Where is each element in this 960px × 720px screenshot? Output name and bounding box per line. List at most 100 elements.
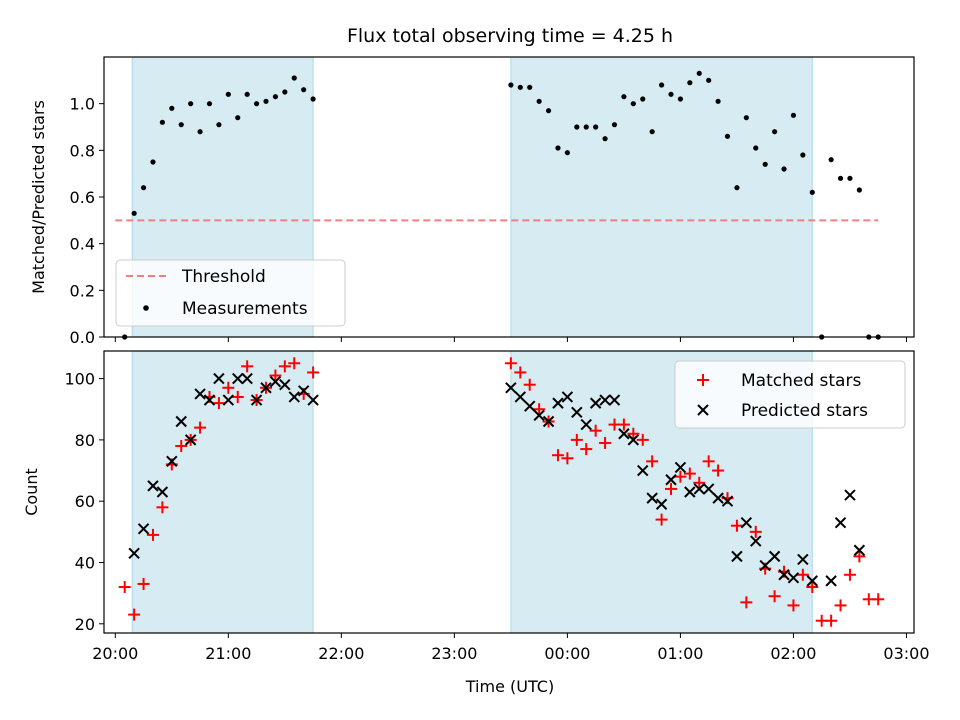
measurement-point [706,77,712,83]
x-tick-label: 22:00 [318,644,364,663]
matched-star-point [825,614,838,627]
measurements-legend-label: Measurements [182,299,308,319]
count-y-tick-label: 40 [75,554,95,573]
measurement-point [630,101,636,107]
predicted-star-point [505,382,517,394]
matched-star-point [222,381,235,394]
measurement-point [724,133,731,139]
measurement-point [159,119,165,125]
predicted-star-point [844,489,856,501]
measurement-point [545,108,552,114]
matched-legend-label: Matched stars [741,371,861,391]
matched-star-point [617,418,630,431]
predicted-star-point [580,418,592,431]
matched-star-point [655,513,668,526]
measurement-point [762,161,768,167]
matched-star-point [156,501,169,514]
predicted-star-point [712,492,724,504]
predicted-star-point [618,428,630,440]
matched-star-point [231,390,244,403]
ratio-axes: 0.0 0.2 0.4 0.6 0.8 1.0 [70,95,907,347]
measurement-point [310,96,316,102]
measurement-point [188,101,194,107]
predicted-star-point [128,547,140,560]
matched-star-point [551,449,564,462]
count-marks [118,357,885,627]
measurement-point [244,91,250,97]
count-legend-box [674,360,906,429]
predicted-star-point [232,372,244,385]
measurement-point [216,122,222,128]
matched-star-point [118,581,131,594]
matched-legend-swatch [697,374,709,386]
measurement-point [668,91,674,97]
predicted-star-point [533,409,545,422]
predicted-star-point [646,492,658,504]
count-y-axis-label: Count [22,468,41,516]
matched-star-point [561,452,574,465]
predicted-star-point [674,461,687,474]
predicted-legend-swatch [697,404,709,416]
x-axis-label: Time (UTC) [465,677,554,696]
matched-star-point [128,608,141,621]
measurement-point [253,101,260,107]
predicted-star-point [147,480,159,492]
measurement-point [150,159,156,165]
predicted-star-point [194,388,206,400]
measurement-point [169,105,175,111]
ratio-marks [115,70,881,340]
predicted-star-point [599,394,611,406]
count-shaded-interval [131,350,314,634]
x-tick-label: 00:00 [544,644,590,663]
predicted-star-point [684,486,696,498]
measurement-point [602,136,608,142]
predicted-star-point [279,379,291,391]
measurement-point [743,115,749,121]
measurement-point [197,129,203,135]
measurement-point [790,112,797,118]
matched-star-point [580,443,593,456]
predicted-star-point [241,372,253,385]
measurement-point [687,80,693,86]
predicted-star-point [571,406,583,419]
measurement-point [508,82,514,88]
count-y-tick-label: 20 [75,615,95,634]
measurement-point [696,70,702,76]
matched-star-point [693,476,706,489]
predicted-star-point [787,572,800,584]
measurement-point [640,96,646,102]
matched-star-point [533,403,546,416]
matched-star-point [740,596,753,609]
predicted-star-point [627,434,640,446]
count-y-tick-label: 100 [64,370,95,389]
predicted-star-point [731,550,743,563]
matched-star-point [599,436,612,449]
matched-star-point [514,366,527,379]
ratio-y-tick-label: 0.2 [70,281,95,300]
predicted-star-point [260,382,272,394]
matched-star-point [627,427,640,440]
measurement-point [828,157,834,163]
measurement-point [593,124,599,130]
measurement-point [291,75,297,81]
count-y-tick-label: 80 [75,431,95,450]
predicted-star-point [288,391,300,403]
matched-star-point [146,528,159,541]
threshold-legend-label: Threshold [181,267,266,287]
matched-star-point [702,455,715,468]
measurement-point [301,87,307,93]
matched-star-point [683,467,696,480]
matched-star-point [730,519,743,532]
matched-star-point [843,568,856,581]
matched-star-point [853,550,866,563]
ratio-y-tick-label: 0.8 [70,141,95,160]
ratio-y-tick-label: 0.6 [70,188,95,207]
measurement-point [677,96,684,102]
measurement-point [658,82,665,88]
predicted-legend-label: Predicted stars [741,401,868,421]
predicted-star-point [156,486,169,498]
matched-star-point [796,568,809,581]
measurement-point [225,91,231,97]
matched-star-point [241,360,254,373]
